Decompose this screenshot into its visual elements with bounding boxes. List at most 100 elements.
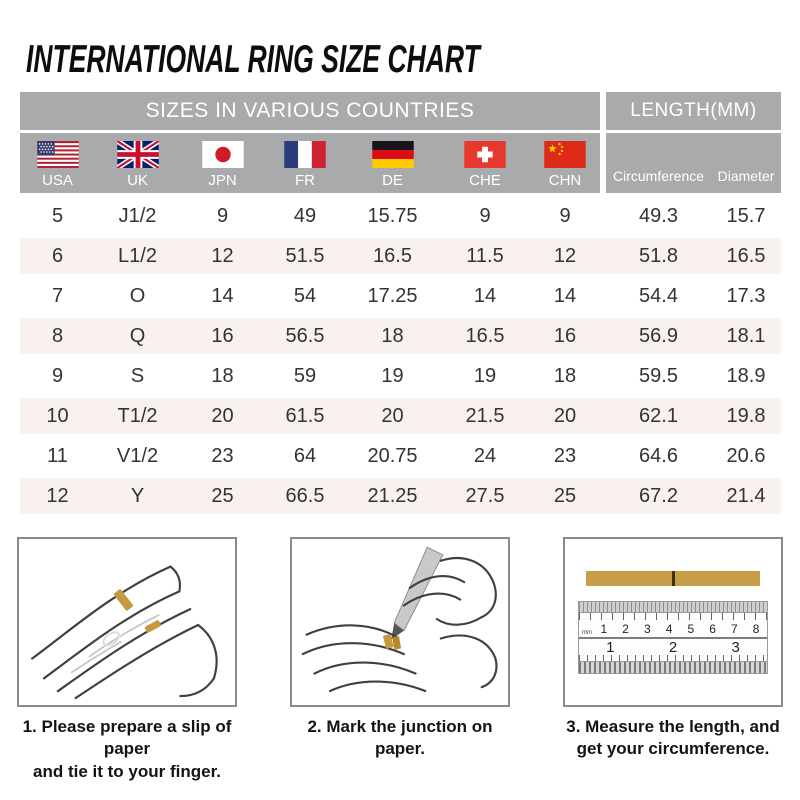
- paper-strip-mark: [671, 570, 675, 586]
- column-header-diameter: Diameter: [717, 168, 775, 184]
- germany-flag-icon: [371, 141, 414, 168]
- cell: 23: [211, 444, 234, 467]
- cell: 14: [473, 284, 497, 307]
- column-label: UK: [127, 172, 148, 189]
- cell: 16: [211, 324, 234, 347]
- cell: 19.8: [726, 404, 766, 427]
- cell: 61.5: [285, 404, 325, 427]
- table-group-header-row: SIZES IN VARIOUS COUNTRIES LENGTH(MM): [20, 92, 781, 130]
- column-header-che: CHE: [440, 133, 530, 193]
- length-header-zone: Circumference Diameter: [606, 133, 781, 193]
- cell: 20.6: [726, 444, 766, 467]
- cell: 21.25: [367, 484, 418, 507]
- column-header-chn: CHN: [530, 133, 600, 193]
- ruler-inch-number: 3: [731, 638, 740, 656]
- china-flag-icon: [544, 141, 586, 168]
- cell: 49: [293, 204, 317, 227]
- ruler-bottom-edge: [579, 660, 767, 673]
- mark-junction-illustration: [290, 537, 510, 707]
- cell: 14: [553, 284, 577, 307]
- ruler-inch-number: 1: [606, 638, 615, 656]
- france-flag-icon: [284, 141, 326, 168]
- cell: S: [130, 364, 145, 387]
- table-row: 12 Y 25 66.5 21.25 27.5 25 67.2 21.4: [20, 476, 781, 516]
- instruction-step-2: 2. Mark the junction on paper.: [290, 537, 510, 783]
- cell: 18.1: [726, 324, 766, 347]
- cell: 16.5: [726, 244, 766, 267]
- cell: 56.5: [285, 324, 325, 347]
- cell: 9: [51, 364, 64, 387]
- cell: 14: [211, 284, 234, 307]
- cell: O: [129, 284, 146, 307]
- usa-flag-icon: [36, 141, 79, 168]
- cell: 18.9: [726, 364, 766, 387]
- cell: 18: [381, 324, 404, 347]
- ruler-cm-number: 7: [731, 621, 738, 636]
- cell: 18: [553, 364, 577, 387]
- cell: 64: [293, 444, 317, 467]
- instruction-step-1: 1. Please prepare a slip of paper and ti…: [17, 537, 237, 783]
- cell: 9: [216, 204, 229, 227]
- cell: 51.5: [285, 244, 325, 267]
- cell: 18: [211, 364, 234, 387]
- table-column-header-row: USA UK: [20, 133, 781, 193]
- cell: 8: [51, 324, 64, 347]
- cell: 15.75: [367, 204, 418, 227]
- table-row: 7 O 14 54 17.25 14 14 54.4 17.3: [20, 276, 781, 316]
- column-header-circumference: Circumference: [612, 168, 705, 184]
- column-header-jpn: JPN: [180, 133, 265, 193]
- cell: 20: [211, 404, 234, 427]
- cell: Q: [129, 324, 146, 347]
- ruler-divider: [579, 636, 767, 639]
- cell: 25: [553, 484, 577, 507]
- column-label: CHN: [548, 172, 582, 189]
- column-label: FR: [295, 172, 315, 189]
- cell: 10: [46, 404, 69, 427]
- cell: J1/2: [118, 204, 157, 227]
- cell: 11: [47, 444, 68, 467]
- ruler-cm-number: 5: [687, 621, 695, 636]
- column-header-de: DE: [345, 133, 440, 193]
- cell: 21.5: [465, 404, 505, 427]
- japan-flag-icon: [201, 141, 244, 168]
- table-row: 11 V1/2 23 64 20.75 24 23 64.6 20.6: [20, 436, 781, 476]
- ruler-inch-number: 2: [668, 638, 678, 656]
- cell: 17.25: [367, 284, 418, 307]
- cell: 20: [381, 404, 404, 427]
- caption-line: get your circumference.: [576, 739, 770, 759]
- table-row: 8 Q 16 56.5 18 16.5 16 56.9 18.1: [20, 316, 781, 356]
- caption-line: 3. Measure the length, and: [566, 717, 780, 736]
- header-divider: [600, 92, 606, 130]
- cell: 51.8: [639, 244, 678, 267]
- cell: 21.4: [726, 484, 766, 507]
- cell: 62.1: [639, 404, 678, 427]
- cell: 19: [381, 364, 404, 387]
- caption-line: 1. Please prepare a slip of paper: [22, 717, 232, 759]
- paper-strip: [586, 570, 760, 586]
- ruler-cm-number: 1: [600, 621, 608, 636]
- cell: 12: [211, 244, 234, 267]
- page-title: INTERNATIONAL RING SIZE CHART: [26, 38, 480, 81]
- caption-line: 2. Mark the junction on paper.: [307, 717, 493, 759]
- cell: 56.9: [639, 324, 678, 347]
- cell: 16: [553, 324, 577, 347]
- caption-line: and tie it to your finger.: [33, 761, 221, 781]
- cell: 27.5: [465, 484, 505, 507]
- cell: 15.7: [726, 204, 766, 227]
- table-row: 9 S 18 59 19 19 18 59.5 18.9: [20, 356, 781, 396]
- table-body: 5 J1/2 9 49 15.75 9 9 49.3 15.7 6 L1/2 12 51.5 16.5 11…: [20, 196, 781, 516]
- flag-header-zone: USA UK: [20, 133, 600, 193]
- table-row: 10 T1/2 20 61.5 20 21.5 20 62.1 19.8: [20, 396, 781, 436]
- size-table: SIZES IN VARIOUS COUNTRIES LENGTH(MM): [20, 92, 781, 516]
- instruction-caption-1: 1. Please prepare a slip of paper and ti…: [17, 716, 237, 783]
- ruler-cm-number: 6: [709, 621, 716, 636]
- cell: 12: [553, 244, 577, 267]
- cell: 17.3: [726, 284, 766, 307]
- instruction-caption-2: 2. Mark the junction on paper.: [290, 716, 510, 761]
- cell: 16.5: [373, 244, 412, 267]
- header-separator-line: [20, 130, 781, 133]
- ruler-cm-number: 8: [752, 621, 760, 636]
